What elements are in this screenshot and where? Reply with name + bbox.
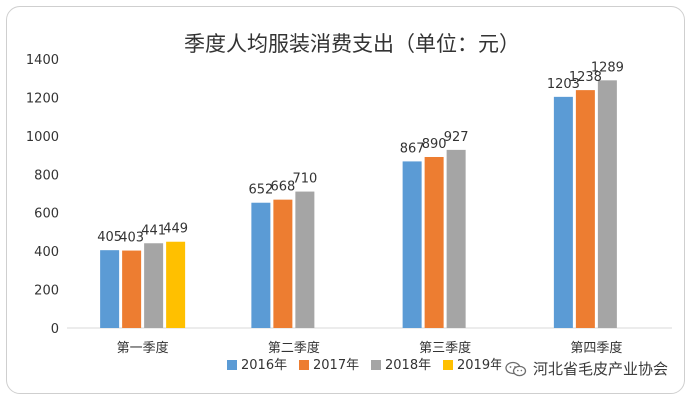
bar <box>553 96 573 328</box>
legend-swatch <box>227 360 237 370</box>
y-tick-label: 400 <box>34 245 59 260</box>
bar <box>144 243 164 328</box>
data-label: 668 <box>270 180 295 195</box>
chart-title: 季度人均服装消费支出（单位：元） <box>184 32 520 56</box>
bar <box>295 191 315 328</box>
y-tick-label: 0 <box>51 322 59 337</box>
watermark: 河北省毛皮产业协会 <box>500 356 672 381</box>
data-label: 1289 <box>591 60 624 75</box>
legend-swatch <box>443 360 453 370</box>
x-tick-label: 第一季度 <box>117 340 169 356</box>
data-label: 403 <box>119 231 144 246</box>
data-label: 1238 <box>569 70 602 85</box>
x-tick-label: 第二季度 <box>268 340 320 356</box>
legend-label: 2018年 <box>385 358 431 373</box>
bar <box>251 202 271 328</box>
data-label: 890 <box>422 137 447 152</box>
legend: 2016年 2017年 2018年 2019年 <box>227 358 503 373</box>
y-tick-label: 200 <box>34 284 59 299</box>
bar <box>575 90 595 329</box>
data-label: 449 <box>163 222 188 237</box>
data-label: 441 <box>141 223 166 238</box>
y-tick-label: 1000 <box>26 130 59 145</box>
legend-swatch <box>371 360 381 370</box>
data-label: 927 <box>444 130 469 145</box>
bars <box>100 80 617 329</box>
bar <box>402 161 422 328</box>
x-axis: 第一季度 第二季度 第三季度 第四季度 <box>67 327 672 356</box>
bar <box>273 199 293 328</box>
x-tick-label: 第四季度 <box>570 340 622 356</box>
legend-label: 2016年 <box>241 358 287 373</box>
bar <box>446 149 466 328</box>
legend-label: 2017年 <box>313 358 359 373</box>
bar <box>597 80 617 329</box>
y-tick-label: 1400 <box>26 53 59 68</box>
x-tick-label: 第三季度 <box>419 340 471 356</box>
data-label: 710 <box>292 172 317 187</box>
y-axis: 0 200 400 600 800 1000 1200 1400 <box>26 53 59 337</box>
y-tick-label: 800 <box>34 168 59 183</box>
bar <box>100 250 120 328</box>
y-tick-label: 600 <box>34 207 59 222</box>
watermark-text: 河北省毛皮产业协会 <box>532 360 668 378</box>
bar-chart: 季度人均服装消费支出（单位：元） 0 200 400 600 800 1000 1200 14… <box>26 32 672 373</box>
legend-label: 2019年 <box>457 358 503 373</box>
data-label: 652 <box>248 183 273 198</box>
chart-frame: 季度人均服装消费支出（单位：元） 0 200 400 600 800 1000 1200 14… <box>6 6 685 394</box>
wechat-icon <box>505 361 527 376</box>
data-label: 867 <box>400 141 425 156</box>
data-label: 405 <box>97 230 122 245</box>
legend-swatch <box>299 360 309 370</box>
data-label: 1203 <box>547 77 580 92</box>
bar <box>166 241 186 328</box>
bar <box>122 250 142 328</box>
bar <box>424 156 444 328</box>
y-tick-label: 1200 <box>26 91 59 106</box>
